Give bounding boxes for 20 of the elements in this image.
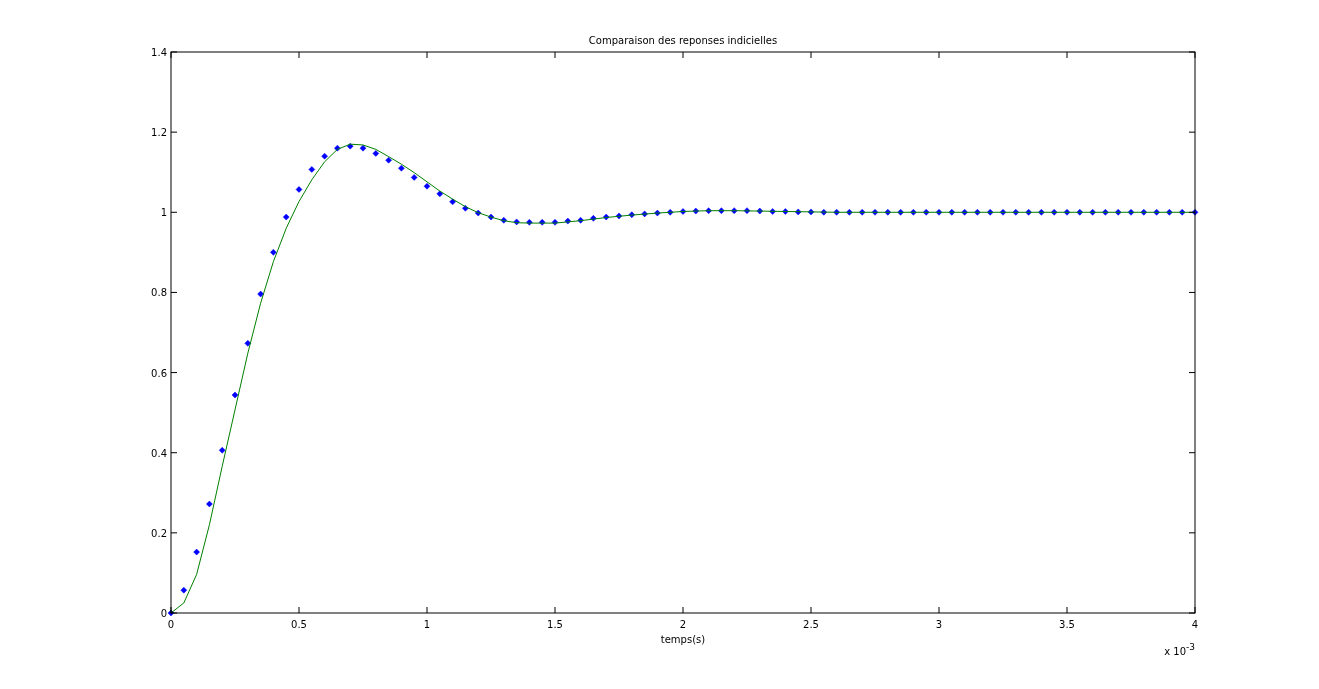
x-tick-label: 0.5	[291, 619, 307, 630]
y-tick-label: 1	[160, 207, 167, 219]
y-tick-label: 1.4	[151, 47, 167, 58]
y-tick-label: 0.2	[151, 527, 167, 539]
text: x 10$^{-3}$	[1164, 642, 1195, 657]
y-tick-label: 0	[160, 608, 167, 619]
y-tick-label: 0.4	[151, 447, 167, 459]
x-tick-label: 1	[423, 619, 431, 630]
x-tick-label: 3.5	[1059, 619, 1075, 630]
x-tick-label: 0	[167, 619, 175, 630]
x-tick-label: 2.5	[803, 619, 819, 630]
x-tick-label: 2	[679, 619, 687, 630]
y-tick-label: 1.2	[151, 127, 167, 139]
y-tick-label: 0.6	[151, 367, 167, 379]
x-tick-label: 4	[1191, 619, 1199, 630]
y-tick-label: 0.8	[151, 287, 167, 299]
x-axis-title: temps(s)	[660, 634, 706, 645]
x-tick-label: 3	[935, 619, 943, 630]
chart-title: Comparaison des reponses indicielles	[588, 35, 778, 46]
x-tick-label: 1.5	[547, 619, 563, 630]
